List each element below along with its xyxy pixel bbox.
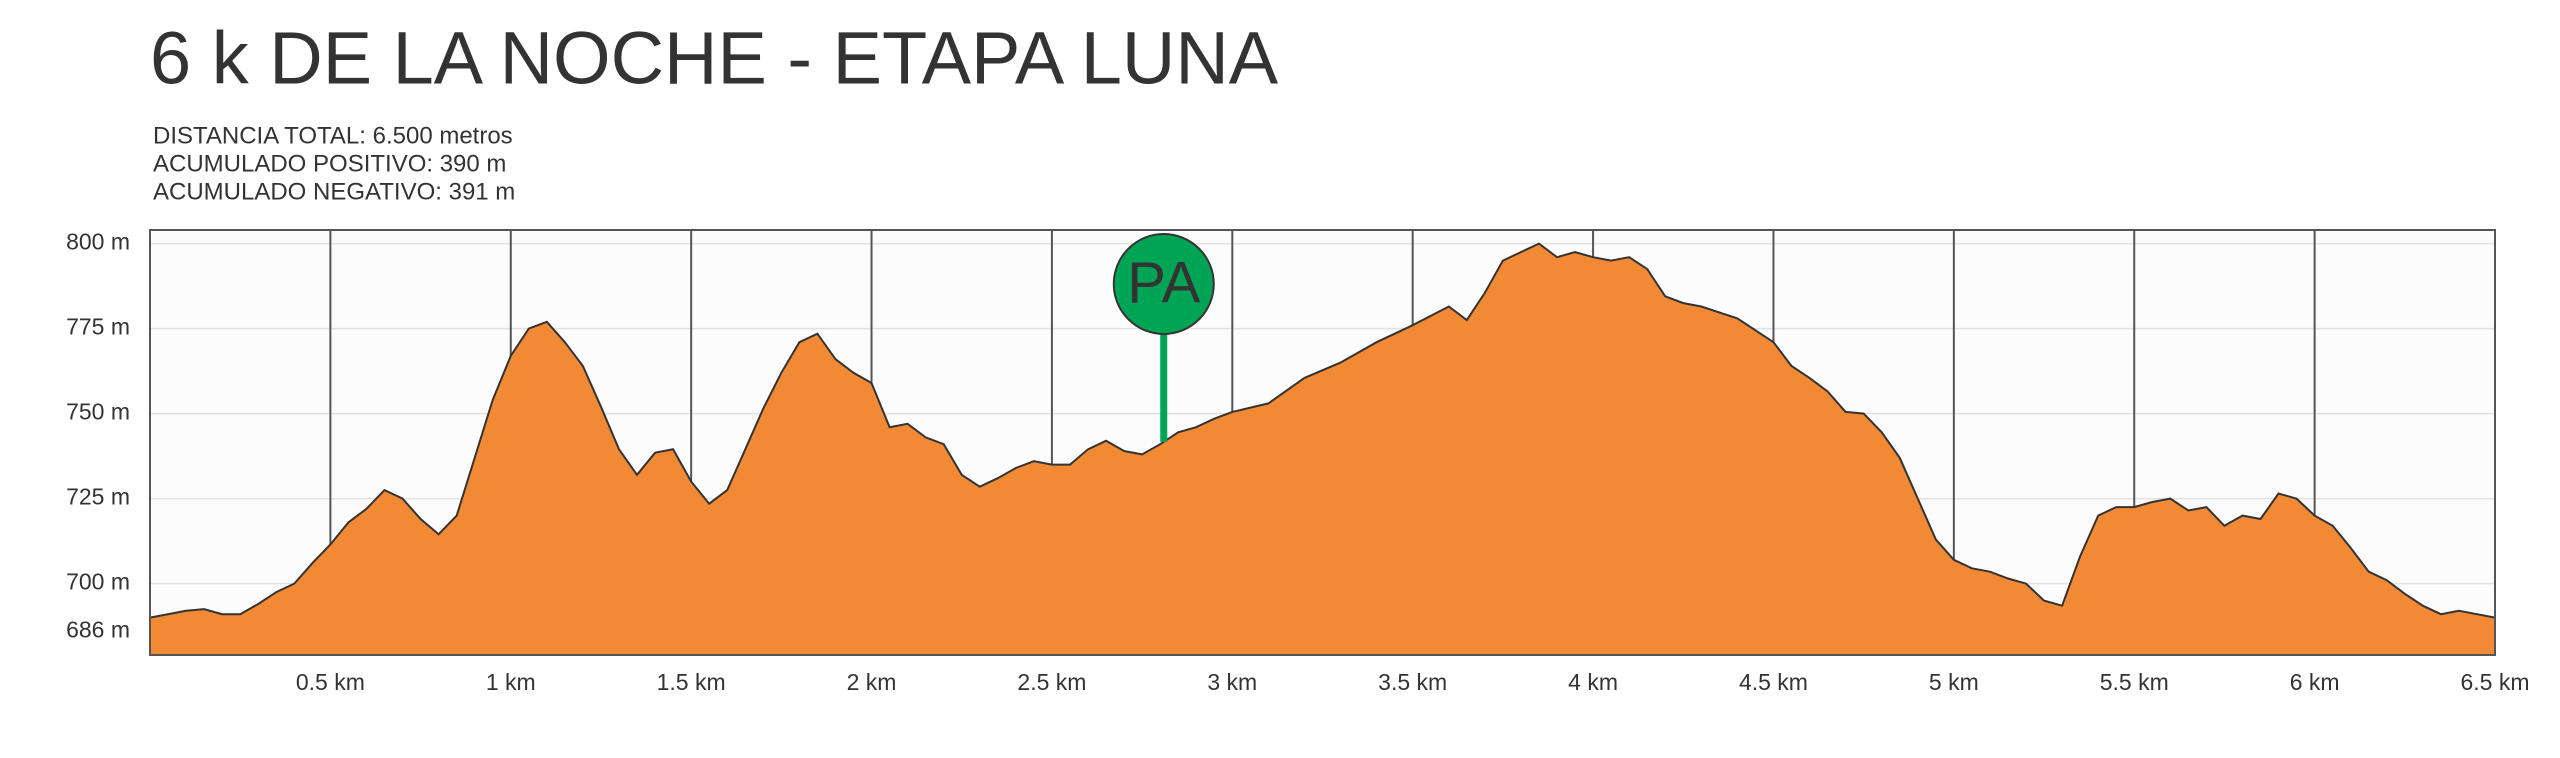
x-tick-label: 3.5 km xyxy=(1378,669,1447,695)
chart-title: 6 k DE LA NOCHE - ETAPA LUNA xyxy=(150,17,1279,100)
marker-label: PA xyxy=(1127,250,1200,315)
elevation-line xyxy=(149,242,2496,619)
y-tick-label: 750 m xyxy=(66,399,130,425)
y-tick-label: 700 m xyxy=(66,569,130,595)
x-tick-label: 0.5 km xyxy=(296,669,365,695)
x-tick-label: 6.5 km xyxy=(2460,669,2529,695)
x-tick-label: 1.5 km xyxy=(657,669,726,695)
stat-line: DISTANCIA TOTAL: 6.500 metros xyxy=(153,122,513,149)
stat-line: ACUMULADO POSITIVO: 390 m xyxy=(153,150,506,177)
y-tick-label: 686 m xyxy=(66,616,130,642)
x-tick-label: 2 km xyxy=(847,669,897,695)
y-tick-label: 725 m xyxy=(66,484,130,510)
y-tick-label: 800 m xyxy=(66,229,130,255)
x-tick-label: 4.5 km xyxy=(1739,669,1808,695)
x-tick-label: 5.5 km xyxy=(2100,669,2169,695)
x-tick-label: 1 km xyxy=(486,669,536,695)
marker-circle xyxy=(1112,233,1215,335)
elevation-area xyxy=(150,243,2495,655)
y-tick-label: 775 m xyxy=(66,314,130,340)
plot-frame xyxy=(149,229,2496,656)
x-tick-label: 6 km xyxy=(2290,669,2340,695)
x-tick-label: 2.5 km xyxy=(1017,669,1086,695)
x-tick-label: 5 km xyxy=(1929,669,1979,695)
x-tick-label: 4 km xyxy=(1568,669,1618,695)
stat-line: ACUMULADO NEGATIVO: 391 m xyxy=(153,178,515,205)
x-tick-label: 3 km xyxy=(1207,669,1257,695)
